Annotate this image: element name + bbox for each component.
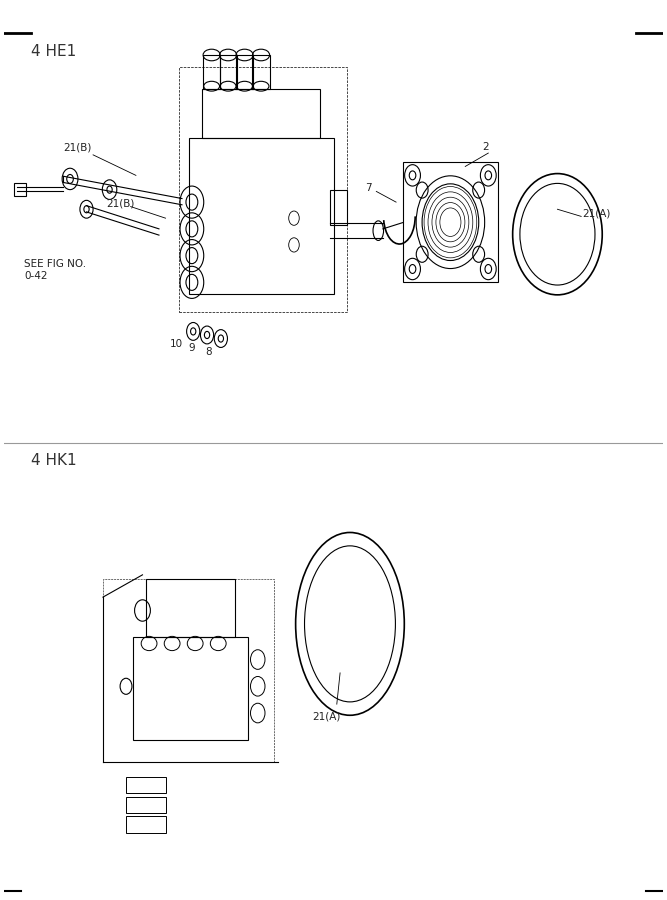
Bar	[126, 816, 165, 833]
Text: SEE FIG NO.
0-42: SEE FIG NO. 0-42	[24, 259, 86, 281]
Bar	[253, 55, 269, 89]
Bar	[201, 89, 320, 138]
Text: 21(B): 21(B)	[106, 199, 135, 209]
Text: 21(A): 21(A)	[582, 209, 611, 219]
Text: 2: 2	[482, 142, 489, 152]
Bar	[179, 67, 347, 311]
Bar	[330, 190, 347, 225]
Text: 21(B): 21(B)	[63, 142, 92, 152]
Bar	[126, 778, 165, 793]
Bar	[146, 580, 235, 637]
Text: 10: 10	[170, 338, 183, 348]
Text: 9: 9	[188, 343, 195, 353]
Bar	[189, 138, 334, 294]
Bar	[219, 55, 237, 89]
Bar	[203, 55, 220, 89]
Bar	[126, 796, 165, 813]
Bar	[403, 162, 498, 283]
Bar	[133, 637, 248, 740]
Text: 4 HE1: 4 HE1	[31, 44, 76, 59]
Bar	[236, 55, 253, 89]
Text: 8: 8	[205, 346, 211, 356]
Text: 21(A): 21(A)	[313, 711, 341, 721]
Bar	[14, 183, 26, 196]
Text: 4 HK1: 4 HK1	[31, 453, 76, 468]
Text: 7: 7	[365, 184, 372, 194]
